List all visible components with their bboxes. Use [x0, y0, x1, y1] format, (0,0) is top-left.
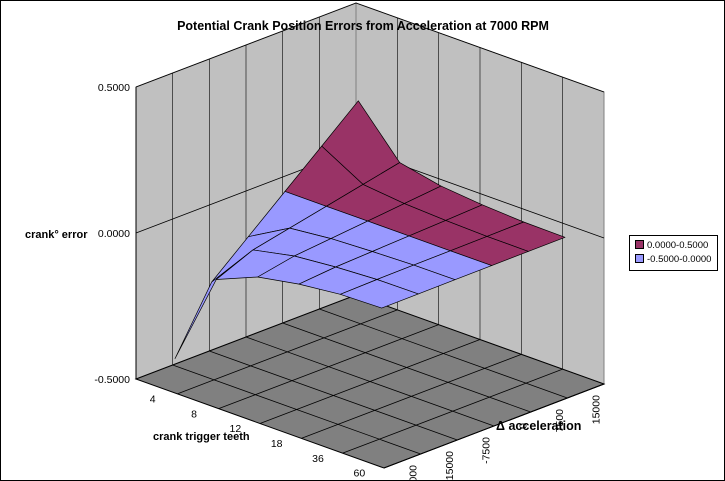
legend-label-positive: 0.0000-0.5000 — [647, 240, 709, 251]
chart-floor — [134, 294, 606, 469]
y-tick-label: -30000 — [407, 465, 419, 480]
floor-gridline — [172, 364, 421, 455]
floor-gridline — [282, 322, 531, 413]
y-tick-label: 0 — [517, 423, 529, 429]
y-tick-label: 7500 — [554, 409, 566, 433]
legend: 0.0000-0.5000 -0.5000-0.0000 — [629, 235, 718, 271]
y-axis-label: Δ acceleration — [496, 419, 581, 433]
z-axis-label: crank° error — [25, 229, 88, 241]
legend-swatch-negative — [635, 253, 644, 263]
x-tick-label: 4 — [150, 393, 156, 405]
y-tick-label: 15000 — [591, 395, 603, 424]
x-tick-label: 18 — [271, 438, 283, 450]
top-gridline — [135, 2, 605, 93]
legend-swatch-positive — [635, 239, 644, 249]
y-axis-line — [383, 383, 605, 469]
floor-gridline — [245, 336, 495, 427]
tick-labels: 0.5000 0.0000 -0.5000 4 8 12 18 36 60 -30000 -1500… — [94, 82, 602, 480]
z-tick-label: -0.5000 — [94, 374, 130, 386]
chart-title: Potential Crank Position Errors from Acc… — [177, 19, 549, 33]
surface-cell — [339, 279, 419, 309]
floor-grid — [172, 308, 568, 455]
x-tick-label: 8 — [191, 408, 197, 420]
x-axis-label: crank trigger teeth — [153, 431, 250, 443]
y-tick-label: -7500 — [481, 437, 493, 464]
legend-label-negative: -0.5000-0.0000 — [647, 254, 712, 265]
floor-gridline — [209, 350, 458, 441]
y-tick-label: -15000 — [444, 451, 456, 480]
x-tick-label: 36 — [312, 453, 324, 465]
x-tick-label: 60 — [353, 468, 365, 480]
z-tick-label: 0.0000 — [98, 228, 130, 240]
legend-item-negative: -0.5000-0.0000 — [635, 253, 712, 266]
surface-mesh — [174, 100, 566, 359]
floor-gridline — [319, 308, 568, 399]
legend-item-positive: 0.0000-0.5000 — [635, 239, 709, 252]
z-tick-label: 0.5000 — [98, 82, 130, 94]
x-tick-label: 12 — [229, 423, 241, 435]
